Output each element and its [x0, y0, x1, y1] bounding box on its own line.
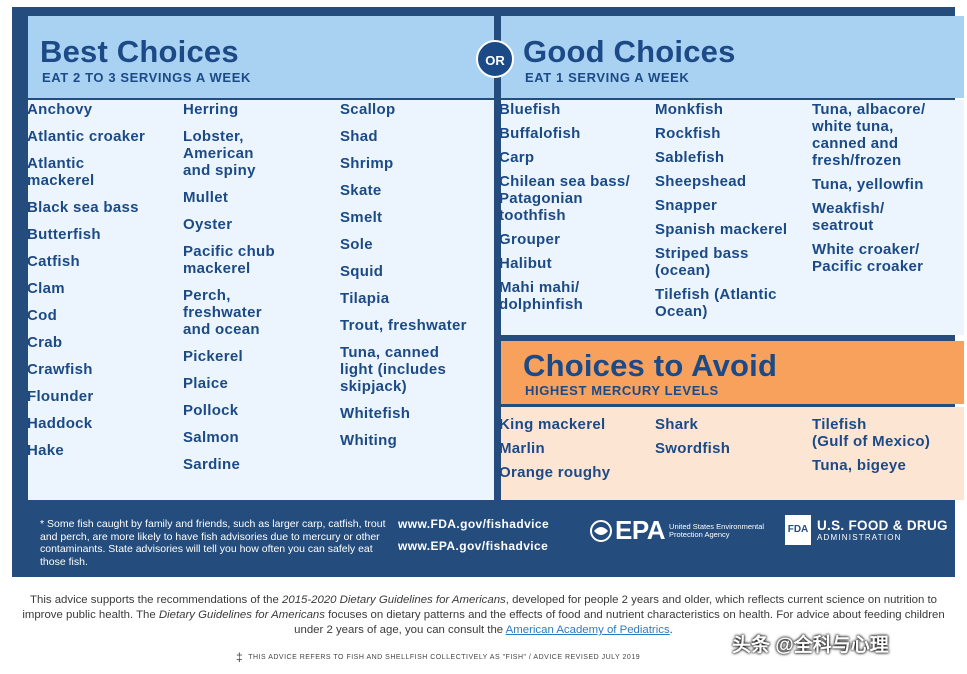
best-fish-item: Shad	[340, 128, 378, 145]
best-choices-subtitle: EAT 2 TO 3 SERVINGS A WEEK	[42, 70, 251, 85]
best-fish-item: Cod	[27, 307, 58, 324]
good-choices-header: Good Choices EAT 1 SERVING A WEEK	[501, 16, 964, 98]
avoid-fish-item: Orange roughy	[499, 464, 611, 481]
or-badge: OR	[476, 40, 514, 78]
epa-agency-text: United States Environmental Protection A…	[669, 521, 765, 539]
best-fish-item: Flounder	[27, 388, 94, 405]
good-choices-title: Good Choices	[523, 34, 736, 69]
best-fish-item: Pollock	[183, 402, 239, 419]
paragraph-text-3: focuses on dietary patterns and the effe…	[294, 609, 945, 636]
watermark: 头条 @全科与心理	[732, 635, 889, 656]
paragraph-text-4: .	[669, 624, 673, 636]
good-fish-item: Tuna, yellowfin	[812, 176, 924, 193]
good-fish-item: Spanish mackerel	[655, 221, 788, 238]
avoid-fish-item: Swordfish	[655, 440, 731, 457]
good-fish-item: White croaker/Pacific croaker	[812, 241, 924, 275]
good-fish-item: Halibut	[499, 255, 552, 272]
fish-advice-chart: Best Choices EAT 2 TO 3 SERVINGS A WEEK …	[12, 7, 964, 577]
avoid-fish-item: Shark	[655, 416, 699, 433]
best-choices-list	[28, 100, 494, 500]
best-fish-item: Whitefish	[340, 405, 411, 422]
best-fish-item: Pickerel	[183, 348, 243, 365]
good-fish-item: Rockfish	[655, 125, 721, 142]
best-fish-item: Perch, freshwater and ocean	[183, 287, 262, 338]
epa-mark: EPA	[615, 515, 666, 545]
good-fish-item: Tuna, albacore/white tuna, canned and fres…	[812, 101, 926, 169]
footnote: * Some fish caught by family and friends…	[40, 518, 386, 568]
best-fish-item: Skate	[340, 182, 382, 199]
good-fish-item: Sheepshead	[655, 173, 747, 190]
aap-link[interactable]: American Academy of Pediatrics	[505, 624, 670, 636]
best-fish-item: Butterfish	[27, 226, 101, 243]
best-fish-item: Plaice	[183, 375, 229, 392]
best-fish-item: Mullet	[183, 189, 229, 206]
best-fish-item: Sole	[340, 236, 373, 253]
fda-name-line2: ADMINISTRATION	[817, 533, 902, 542]
fda-logo: FDA U.S. FOOD & DRUG ADMINISTRATION	[785, 515, 948, 545]
best-fish-item: Catfish	[27, 253, 80, 270]
good-fish-item: Carp	[499, 149, 535, 166]
choices-to-avoid-header: Choices to Avoid HIGHEST MERCURY LEVELS	[501, 341, 964, 404]
good-fish-item: Weakfish/seatrout	[812, 200, 885, 234]
best-fish-item: Anchovy	[27, 101, 93, 118]
best-choices-title: Best Choices	[40, 34, 239, 69]
avoid-fish-item: King mackerel	[499, 416, 606, 433]
guidelines-paragraph: This advice supports the recommendations…	[10, 593, 957, 638]
best-fish-item: Haddock	[27, 415, 93, 432]
avoid-fish-item: Tuna, bigeye	[812, 457, 907, 474]
paragraph-text-2: , developed for people 2 years and older…	[22, 594, 937, 621]
best-fish-item: Herring	[183, 101, 239, 118]
good-fish-item: Sablefish	[655, 149, 725, 166]
epa-fishadvice-link[interactable]: www.EPA.gov/fishadvice	[398, 539, 549, 553]
best-fish-item: Clam	[27, 280, 65, 297]
best-fish-item: Hake	[27, 442, 65, 459]
fda-name-line1: U.S. FOOD & DRUG	[817, 518, 948, 533]
best-fish-item: Lobster, American and spiny	[183, 128, 256, 179]
epa-logo: EPA United States Environmental Protecti…	[590, 515, 769, 546]
best-fish-item: Trout, freshwater	[340, 317, 467, 334]
best-fish-item: Tuna, canned light (includes skipjack)	[340, 344, 447, 395]
good-fish-item: Buffalofish	[499, 125, 581, 142]
good-fish-item: Chilean sea bass/Patagonian toothfish	[499, 173, 630, 224]
revision-note: ‡ THIS ADVICE REFERS TO FISH AND SHELLFI…	[236, 650, 640, 664]
best-fish-item: Black sea bass	[27, 199, 139, 216]
best-fish-item: Pacific chub mackerel	[183, 243, 275, 277]
best-fish-item: Shrimp	[340, 155, 394, 172]
fda-fishadvice-link[interactable]: www.FDA.gov/fishadvice	[398, 517, 550, 531]
choices-to-avoid-title: Choices to Avoid	[523, 348, 778, 383]
good-fish-item: Bluefish	[499, 101, 561, 118]
best-fish-item: Sardine	[183, 456, 241, 473]
good-fish-item: Tilefish (Atlantic Ocean)	[655, 286, 777, 320]
best-fish-item: Atlantic mackerel	[27, 155, 95, 189]
best-fish-item: Tilapia	[340, 290, 390, 307]
dagger-icon: ‡	[236, 650, 244, 664]
choices-to-avoid-list	[501, 407, 964, 500]
best-fish-item: Salmon	[183, 429, 239, 446]
good-fish-item: Monkfish	[655, 101, 724, 118]
best-fish-item: Smelt	[340, 209, 383, 226]
choices-to-avoid-subtitle: HIGHEST MERCURY LEVELS	[525, 383, 719, 398]
avoid-fish-item: Marlin	[499, 440, 545, 457]
paragraph-italic-2: Dietary Guidelines for Americans	[158, 609, 325, 621]
best-choices-header: Best Choices EAT 2 TO 3 SERVINGS A WEEK	[28, 16, 494, 98]
fda-box: FDA	[785, 515, 811, 545]
best-fish-item: Scallop	[340, 101, 396, 118]
good-fish-item: Snapper	[655, 197, 718, 214]
paragraph-italic-1: 2015-2020 Dietary Guidelines for America…	[282, 594, 506, 606]
paragraph-text-1: This advice supports the recommendations…	[30, 594, 283, 606]
best-fish-item: Squid	[340, 263, 384, 280]
best-fish-item: Atlantic croaker	[27, 128, 146, 145]
avoid-fish-item: Tilefish (Gulf of Mexico)	[812, 416, 931, 450]
best-fish-item: Oyster	[183, 216, 233, 233]
best-fish-item: Crawfish	[27, 361, 93, 378]
good-fish-item: Mahi mahi/dolphinfish	[499, 279, 584, 313]
good-fish-item: Grouper	[499, 231, 561, 248]
epa-flower-icon	[590, 519, 612, 542]
good-choices-subtitle: EAT 1 SERVING A WEEK	[525, 70, 690, 85]
revision-text: THIS ADVICE REFERS TO FISH AND SHELLFISH…	[248, 653, 641, 661]
best-fish-item: Crab	[27, 334, 63, 351]
good-fish-item: Striped bass (ocean)	[655, 245, 749, 279]
good-choices-list	[501, 100, 964, 335]
best-fish-item: Whiting	[340, 432, 398, 449]
